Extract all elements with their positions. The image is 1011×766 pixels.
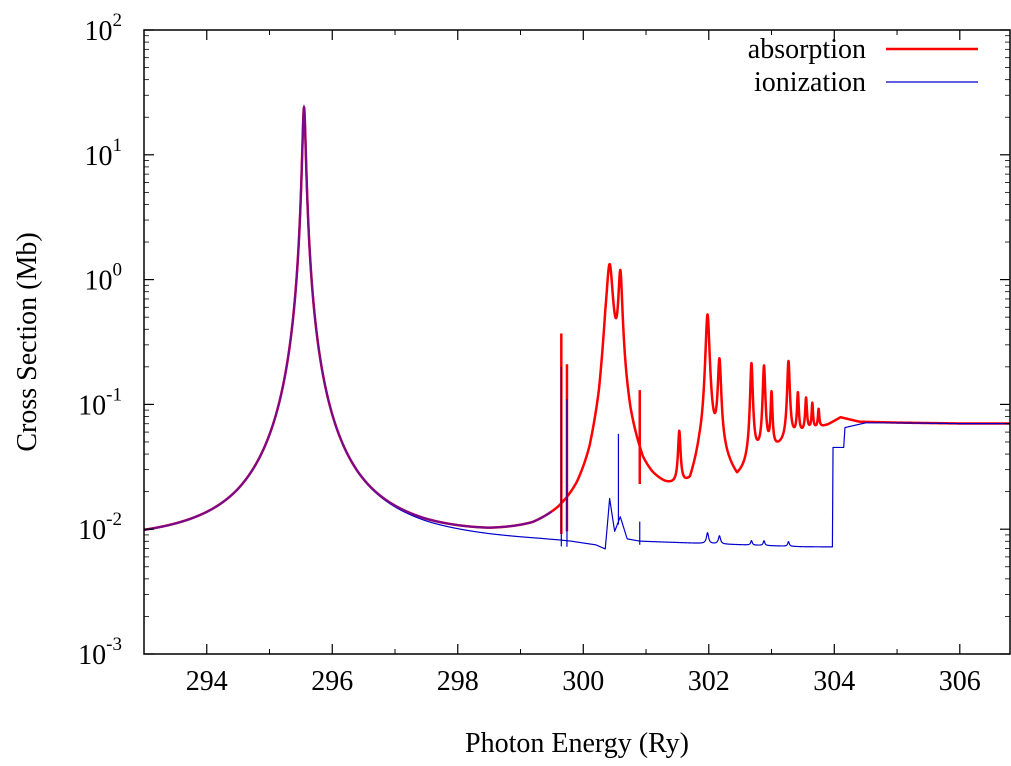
x-tick-label: 296 [311, 666, 353, 697]
x-tick-label: 294 [186, 666, 228, 697]
y-tick-label: 100 [85, 260, 123, 297]
axis-ticks: 294 296 298 300 302 304 306 10-3 10-2 10-1 100 101 1… [78, 10, 1010, 697]
x-axis-title: Photon Energy (Ry) [465, 728, 689, 759]
x-tick-label: 302 [688, 666, 730, 697]
y-tick-label: 10-2 [78, 509, 122, 546]
x-tick-label: 306 [939, 666, 981, 697]
y-tick-label: 10-3 [78, 634, 122, 671]
series-overlap-line [144, 104, 553, 531]
legend-label: absorption [748, 34, 866, 65]
plot-curves [144, 104, 1010, 550]
legend-label: ionization [754, 67, 866, 98]
series-line-absorption [144, 106, 1010, 535]
x-tick-label: 300 [562, 666, 604, 697]
plot-frame [143, 29, 1011, 655]
y-tick-label: 102 [85, 10, 123, 47]
series-line-ionization [144, 106, 1010, 550]
x-tick-label: 298 [437, 666, 479, 697]
x-tick-label: 304 [813, 666, 855, 697]
y-tick-label: 10-1 [78, 384, 122, 421]
y-tick-label: 101 [85, 135, 123, 172]
y-axis-title: Cross Section (Mb) [12, 232, 43, 451]
